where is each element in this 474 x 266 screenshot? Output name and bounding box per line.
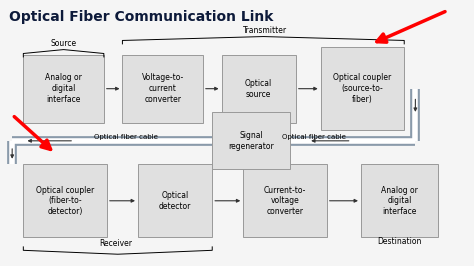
Text: Optical
detector: Optical detector xyxy=(159,191,191,211)
Text: Receiver: Receiver xyxy=(100,239,133,248)
FancyBboxPatch shape xyxy=(243,164,327,237)
Text: Analog or
digital
interface: Analog or digital interface xyxy=(45,73,82,104)
FancyBboxPatch shape xyxy=(23,55,104,123)
Text: Optical fiber cable: Optical fiber cable xyxy=(93,134,157,140)
FancyBboxPatch shape xyxy=(212,112,290,169)
Text: Transmitter: Transmitter xyxy=(243,26,287,35)
Text: Source: Source xyxy=(51,39,77,48)
FancyBboxPatch shape xyxy=(361,164,438,237)
FancyBboxPatch shape xyxy=(221,55,296,123)
FancyBboxPatch shape xyxy=(122,55,203,123)
Text: Optical Fiber Communication Link: Optical Fiber Communication Link xyxy=(9,10,274,24)
Text: Optical
source: Optical source xyxy=(245,79,272,99)
Text: Voltage-to-
current
converter: Voltage-to- current converter xyxy=(142,73,184,104)
FancyBboxPatch shape xyxy=(138,164,212,237)
Text: Optical fiber cable: Optical fiber cable xyxy=(283,134,346,140)
Text: Analog or
digital
interface: Analog or digital interface xyxy=(381,185,418,216)
Text: Signal
regenerator: Signal regenerator xyxy=(228,131,274,151)
Text: Optical coupler
(fiber-to-
detector): Optical coupler (fiber-to- detector) xyxy=(36,185,94,216)
FancyBboxPatch shape xyxy=(23,164,107,237)
Text: Current-to-
voltage
converter: Current-to- voltage converter xyxy=(264,185,306,216)
Text: Destination: Destination xyxy=(378,237,422,246)
Text: Optical coupler
(source-to-
fiber): Optical coupler (source-to- fiber) xyxy=(333,73,392,104)
FancyBboxPatch shape xyxy=(320,47,404,130)
